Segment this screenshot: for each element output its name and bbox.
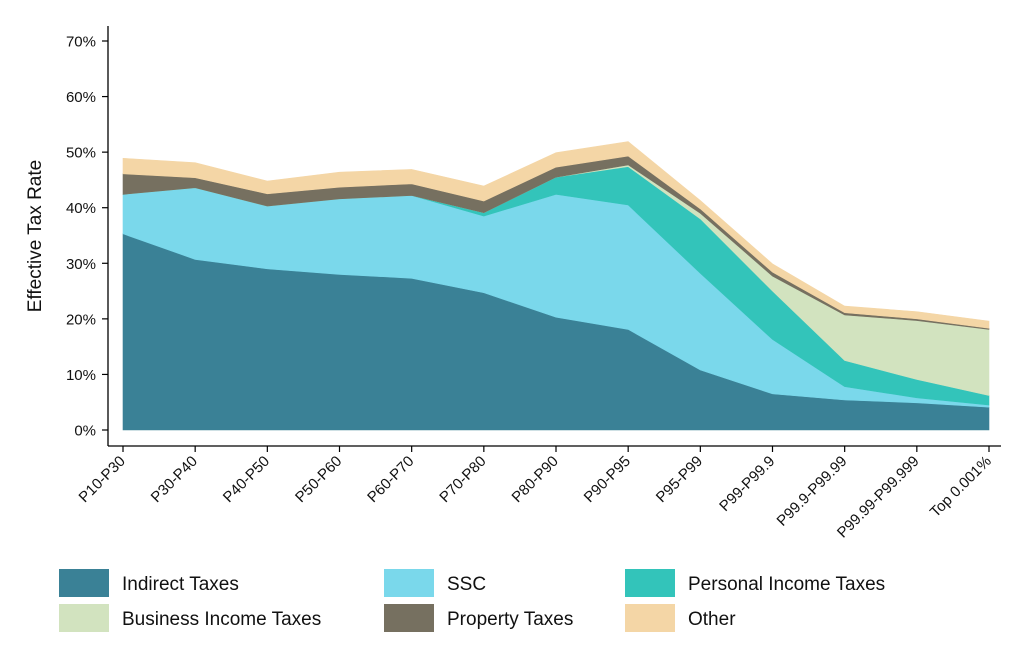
x-tick-label: P50-P60	[292, 453, 345, 506]
x-axis-ticks: P10-P30 P30-P40 P40-P50 P50-P60 P60-P70 P70-P…	[76, 446, 995, 541]
y-tick-label: 40%	[66, 200, 96, 217]
x-tick-label: P99.9-P99.99	[774, 453, 851, 530]
legend: Indirect Taxes SSC Personal Income Taxes Bu…	[59, 569, 885, 632]
y-tick-label: 10%	[66, 367, 96, 384]
x-tick-label: P95-P99	[653, 453, 706, 506]
legend-item-ssc: SSC	[384, 569, 486, 597]
y-tick-label: 50%	[66, 145, 96, 162]
y-tick-label: 30%	[66, 256, 96, 273]
legend-item-indirect-taxes: Indirect Taxes	[59, 569, 239, 597]
x-tick-label: P30-P40	[148, 453, 201, 506]
x-tick-label: P80-P90	[509, 453, 562, 506]
y-axis-title: Effective Tax Rate	[25, 160, 46, 312]
legend-swatch	[625, 604, 675, 632]
legend-label: Personal Income Taxes	[688, 574, 885, 595]
y-tick-label: 20%	[66, 311, 96, 328]
x-tick-label: P60-P70	[364, 453, 417, 506]
y-tick-label: 70%	[66, 34, 96, 51]
legend-label: Indirect Taxes	[122, 574, 239, 595]
x-tick-label: P99-P99.9	[716, 453, 778, 515]
y-tick-label: 0%	[74, 423, 96, 440]
legend-item-property-taxes: Property Taxes	[384, 604, 573, 632]
legend-swatch	[59, 604, 109, 632]
x-tick-label: P10-P30	[76, 453, 129, 506]
legend-label: Business Income Taxes	[122, 609, 321, 630]
area-layers	[122, 141, 990, 431]
legend-item-personal-income-taxes: Personal Income Taxes	[625, 569, 885, 597]
legend-item-other: Other	[625, 604, 736, 632]
legend-swatch	[384, 604, 434, 632]
x-tick-label: P70-P80	[436, 453, 489, 506]
x-tick-label: P40-P50	[220, 453, 273, 506]
legend-swatch	[59, 569, 109, 597]
x-tick-label: Top 0.001%	[927, 453, 995, 521]
legend-swatch	[625, 569, 675, 597]
y-tick-label: 60%	[66, 89, 96, 106]
area-other	[122, 141, 990, 329]
x-tick-label: P90-P95	[581, 453, 634, 506]
legend-label: Other	[688, 609, 736, 630]
legend-label: SSC	[447, 574, 486, 595]
legend-label: Property Taxes	[447, 609, 573, 630]
legend-item-business-income-taxes: Business Income Taxes	[59, 604, 321, 632]
y-axis-ticks: 0% 10% 20% 30% 40% 50% 60% 70%	[66, 34, 108, 440]
legend-swatch	[384, 569, 434, 597]
